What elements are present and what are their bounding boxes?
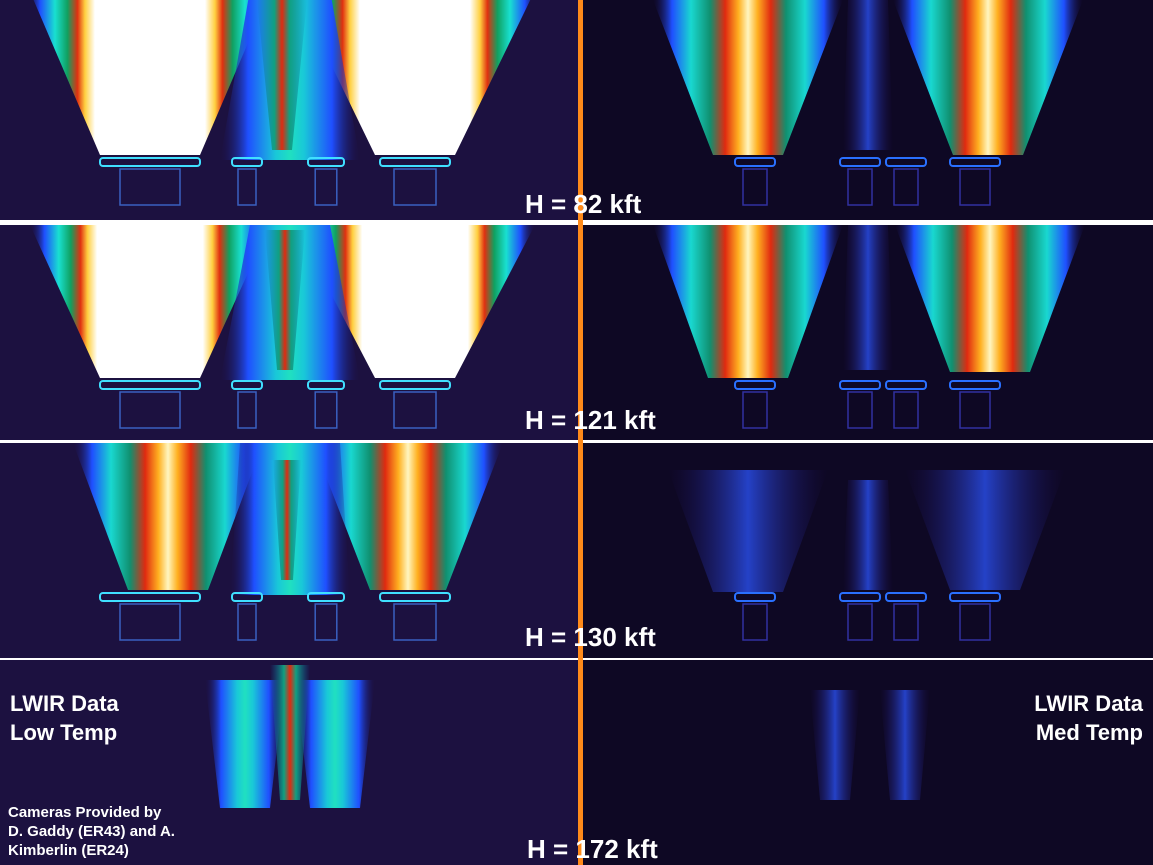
engine-body <box>119 168 181 206</box>
plume <box>257 0 307 150</box>
thermal-panel <box>583 660 1153 865</box>
engine-outline <box>307 157 345 167</box>
engine-body <box>742 391 768 429</box>
engine-body <box>237 168 257 206</box>
engine-body <box>314 391 338 429</box>
engine-body <box>893 391 919 429</box>
engine-outline <box>231 157 263 167</box>
engine-body <box>742 603 768 641</box>
panel-background <box>583 660 1153 865</box>
engine-outline <box>99 157 201 167</box>
plume <box>295 225 535 378</box>
engine-body <box>314 603 338 641</box>
plume <box>73 443 263 590</box>
plume <box>843 0 893 150</box>
engine-outline <box>379 157 451 167</box>
left-label: Low Temp <box>10 720 117 745</box>
plume <box>653 225 843 378</box>
engine-outline <box>885 380 927 390</box>
engine-body <box>893 603 919 641</box>
right-label: Med Temp <box>1036 720 1143 745</box>
engine-outline <box>379 380 451 390</box>
altitude-label: H = 82 kft <box>525 189 642 219</box>
engine-outline <box>949 380 1001 390</box>
engine-outline <box>949 157 1001 167</box>
thermal-panel <box>583 225 1153 440</box>
engine-body <box>237 603 257 641</box>
plume <box>905 470 1065 590</box>
engine-outline <box>99 592 201 602</box>
plume <box>270 665 310 800</box>
altitude-label: H = 130 kft <box>525 622 656 652</box>
plume <box>299 0 531 155</box>
engine-outline <box>231 592 263 602</box>
engine-body <box>742 168 768 206</box>
plume <box>880 690 930 800</box>
engine-body <box>893 168 919 206</box>
thermal-panel <box>0 443 578 658</box>
engine-outline <box>307 592 345 602</box>
engine-outline <box>839 592 881 602</box>
engine-body <box>119 603 181 641</box>
plume <box>843 225 893 370</box>
engine-outline <box>734 157 776 167</box>
left-label: LWIR Data <box>10 691 120 716</box>
plume <box>893 0 1083 155</box>
thermal-panel <box>583 443 1153 658</box>
engine-body <box>959 603 991 641</box>
plume <box>668 470 828 592</box>
engine-outline <box>839 157 881 167</box>
engine-body <box>237 391 257 429</box>
engine-outline <box>99 380 201 390</box>
engine-body <box>847 603 873 641</box>
thermal-panel <box>583 0 1153 220</box>
engine-outline <box>949 592 1001 602</box>
plume <box>313 443 503 590</box>
credit: Cameras Provided by <box>8 804 162 821</box>
engine-outline <box>734 380 776 390</box>
engine-outline <box>307 380 345 390</box>
thermal-panel <box>0 660 578 865</box>
engine-body <box>847 391 873 429</box>
engine-outline <box>885 157 927 167</box>
plume <box>295 680 375 808</box>
credit: D. Gaddy (ER43) and A. <box>8 823 175 840</box>
engine-body <box>959 168 991 206</box>
plume <box>810 690 860 800</box>
engine-body <box>393 168 437 206</box>
plume <box>265 230 305 370</box>
plume <box>205 680 285 808</box>
engine-body <box>119 391 181 429</box>
engine-outline <box>839 380 881 390</box>
plume <box>653 0 843 155</box>
plume <box>30 225 270 378</box>
engine-outline <box>885 592 927 602</box>
thermal-panel <box>0 225 578 440</box>
plume <box>843 480 893 590</box>
engine-body <box>314 168 338 206</box>
engine-body <box>393 603 437 641</box>
engine-body <box>847 168 873 206</box>
altitude-label: H = 172 kft <box>527 834 658 864</box>
engine-outline <box>379 592 451 602</box>
engine-outline <box>734 592 776 602</box>
plume <box>33 0 267 155</box>
engine-outline <box>231 380 263 390</box>
plume <box>273 460 301 580</box>
engine-body <box>393 391 437 429</box>
plume <box>895 225 1085 372</box>
divider-line <box>578 0 583 865</box>
credit: Kimberlin (ER24) <box>8 842 129 859</box>
altitude-label: H = 121 kft <box>525 405 656 435</box>
engine-body <box>959 391 991 429</box>
thermal-panel <box>0 0 578 220</box>
right-label: LWIR Data <box>1034 691 1144 716</box>
